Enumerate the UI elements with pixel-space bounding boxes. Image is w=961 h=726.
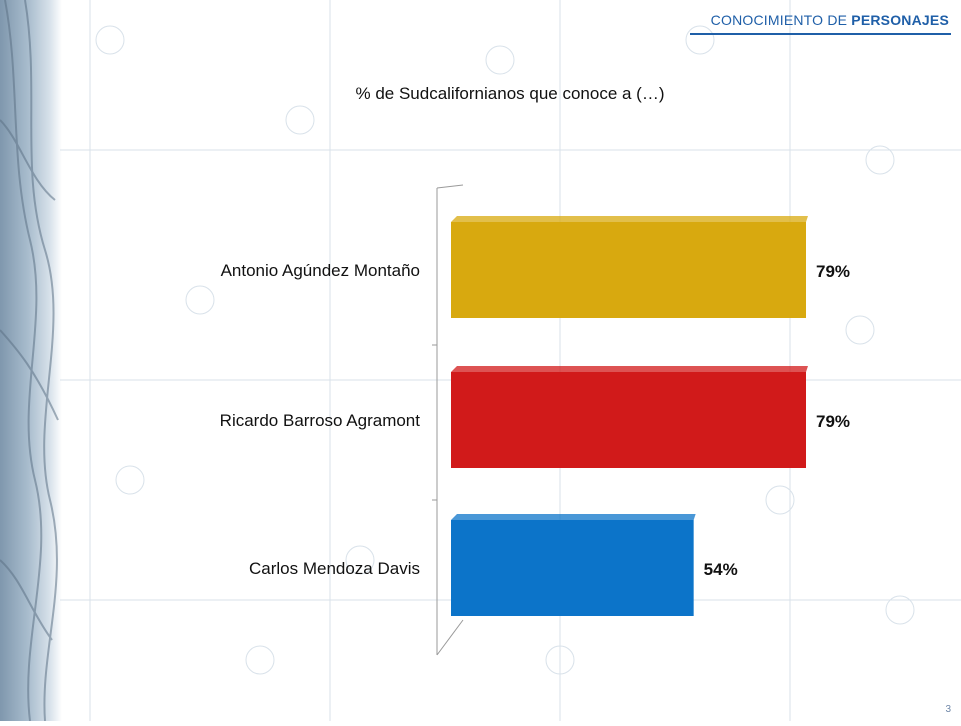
- bar-1: [451, 222, 806, 318]
- y-axis-line: [436, 184, 464, 656]
- bar-top-face: [451, 216, 808, 222]
- decorative-side-strip: [0, 0, 62, 721]
- chart-title: % de Sudcalifornianos que conoce a (…): [355, 84, 665, 103]
- slide-number: 3: [945, 704, 951, 715]
- value-label: 54%: [704, 560, 738, 579]
- bar-2: [451, 372, 806, 468]
- bar-top-face: [451, 366, 808, 372]
- section-title-bold: PERSONAJES: [851, 12, 949, 28]
- category-label: Ricardo Barroso Agramont: [220, 411, 421, 430]
- bar-top-face: [451, 514, 696, 520]
- header-rule: [690, 33, 951, 35]
- section-title: CONOCIMIENTO DE PERSONAJES: [711, 12, 949, 28]
- value-label: 79%: [816, 262, 850, 281]
- category-label: Antonio Agúndez Montaño: [221, 261, 420, 280]
- category-label: Carlos Mendoza Davis: [249, 559, 420, 578]
- value-label: 79%: [816, 412, 850, 431]
- bar-3: [451, 520, 694, 616]
- section-title-prefix: CONOCIMIENTO DE: [710, 12, 848, 28]
